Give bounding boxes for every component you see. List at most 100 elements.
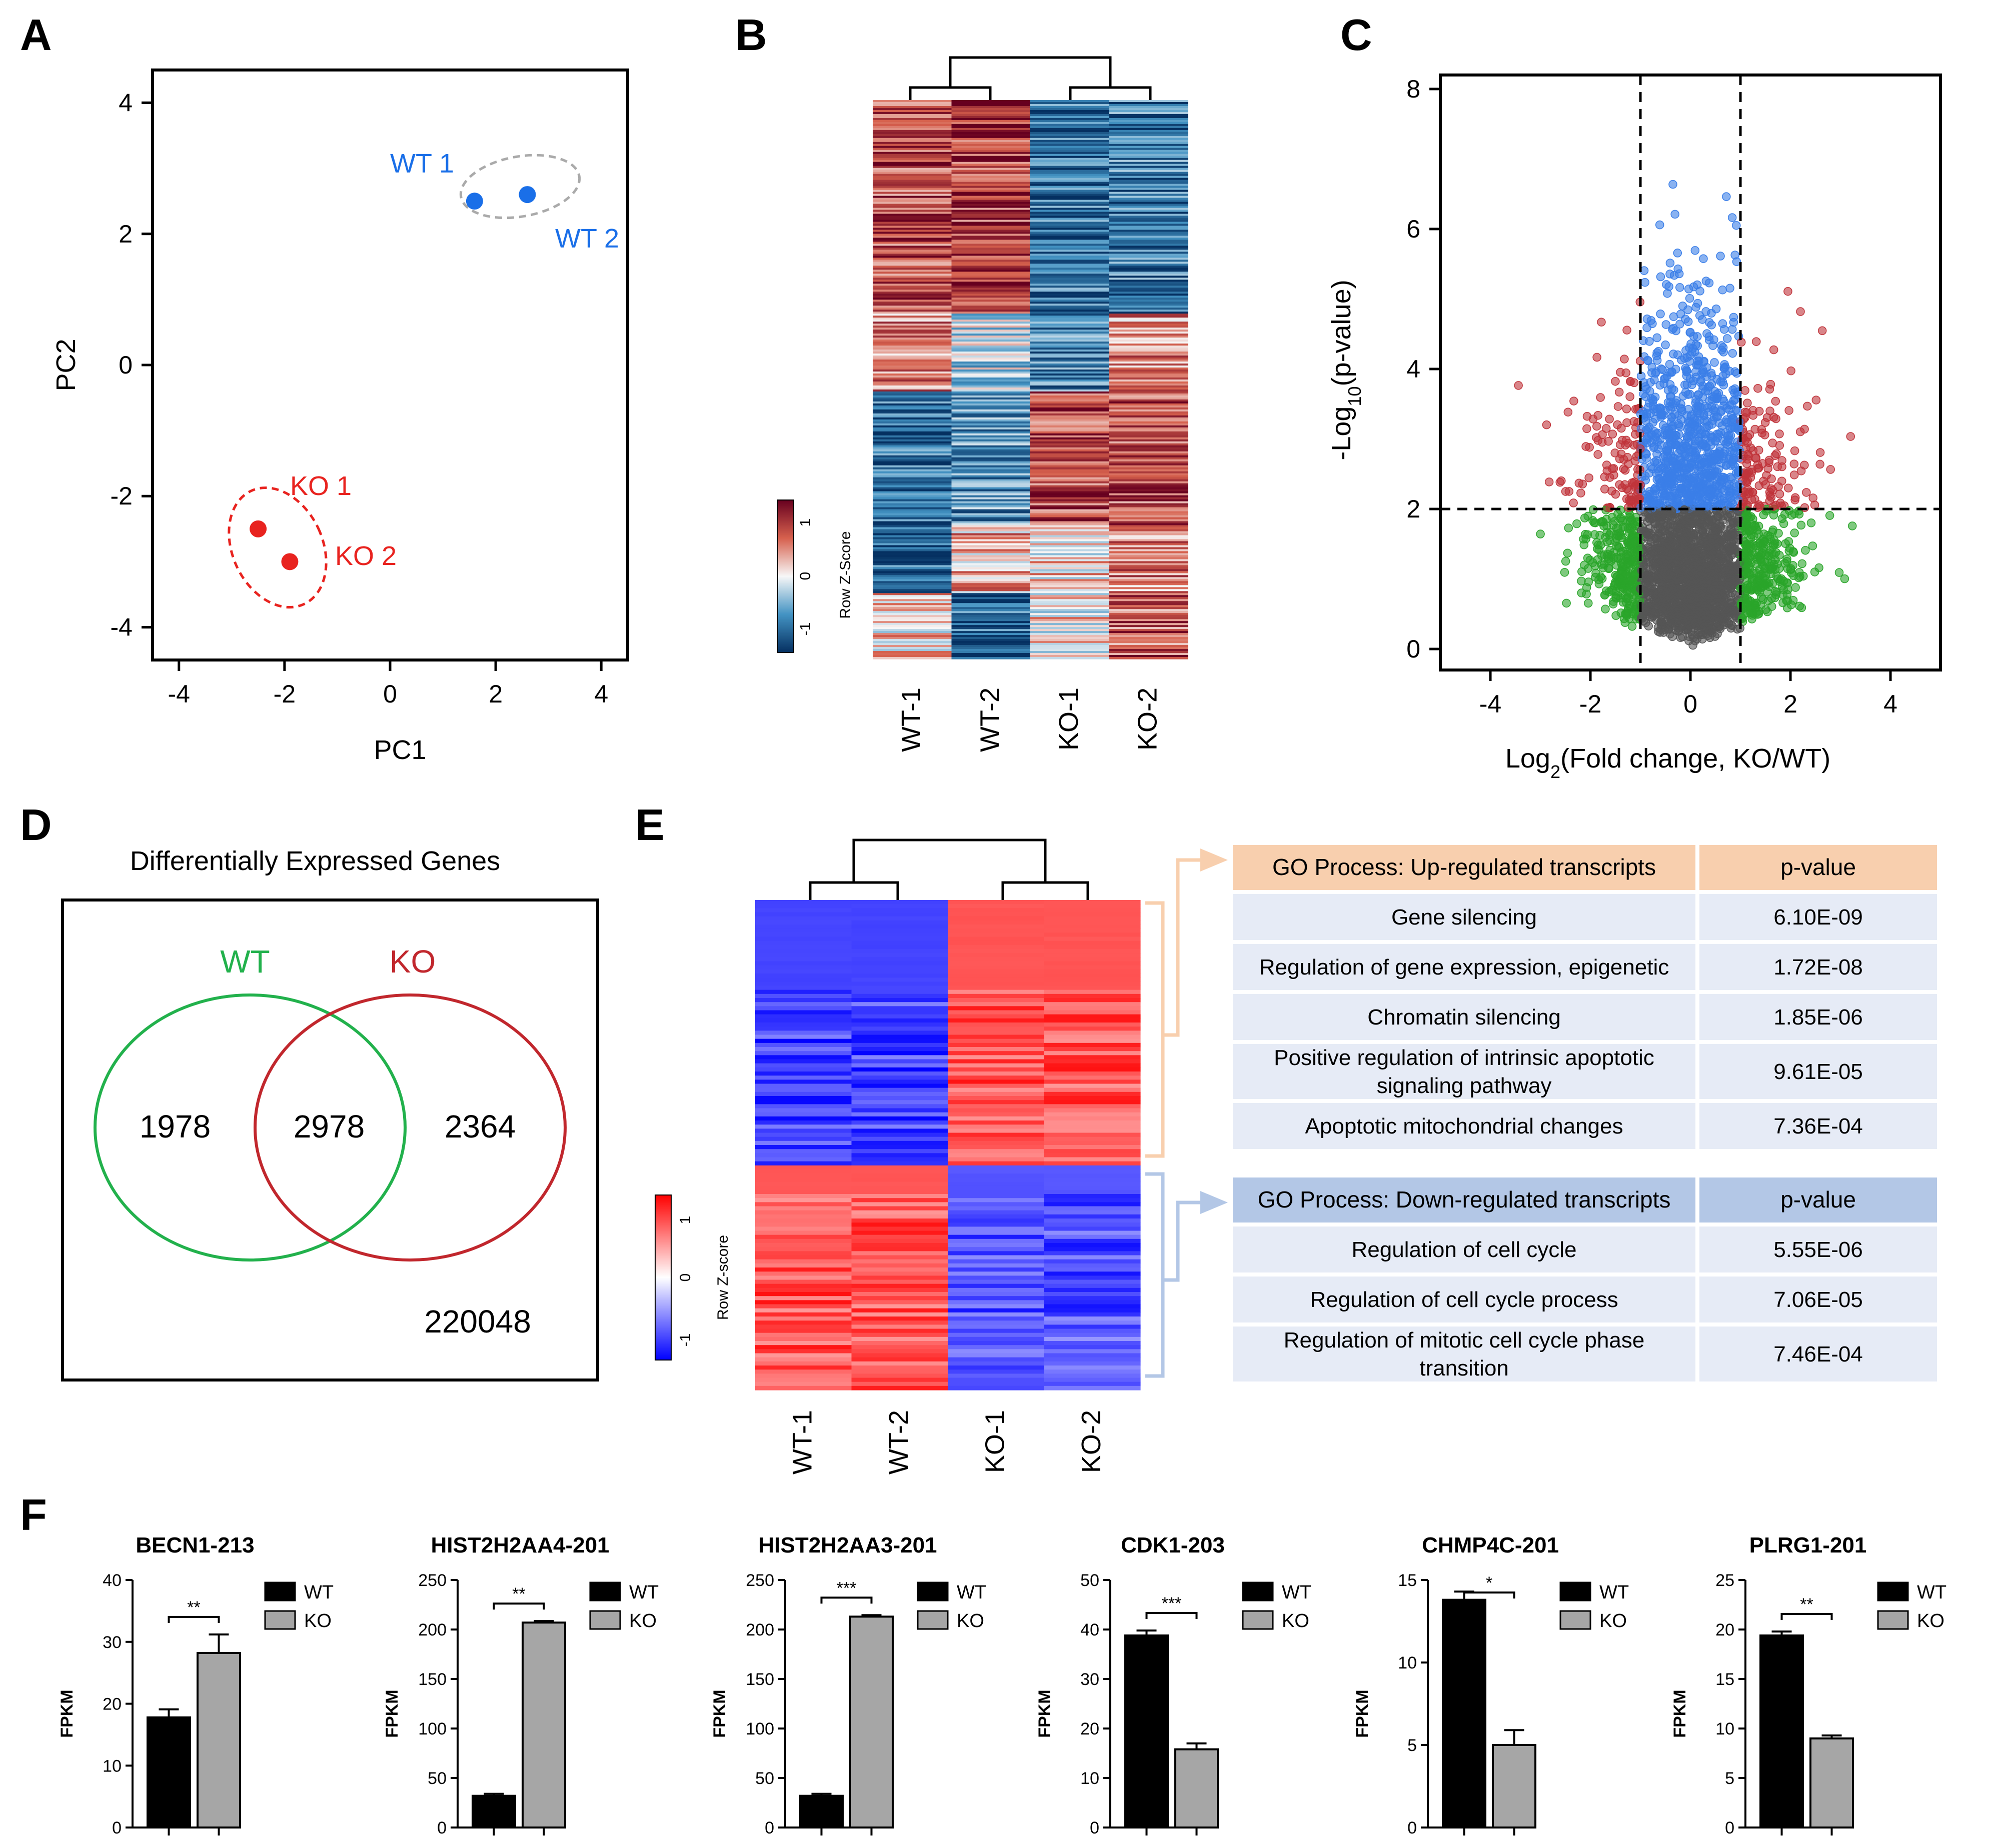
volcano-point [1627, 495, 1636, 504]
volcano-point [1719, 325, 1729, 334]
volcano-point [1800, 460, 1809, 470]
heatmap-b-cell [951, 645, 1031, 648]
heatmap-b-cell [873, 310, 952, 312]
heatmap-b-cell [1109, 158, 1188, 160]
heatmap-b-cell [1109, 200, 1188, 202]
volcano-point [1710, 387, 1719, 396]
heatmap-b-cell [873, 330, 952, 332]
heatmap-b-cell [873, 194, 952, 196]
heatmap-e-cell [755, 1361, 852, 1366]
volcano-point [1696, 616, 1706, 626]
heatmap-b-cell [951, 483, 1031, 486]
heatmap-b-cell [873, 274, 952, 276]
heatmap-b-cell [951, 378, 1031, 380]
volcano-point [1634, 547, 1643, 556]
heatmap-e-cell [851, 1251, 948, 1256]
heatmap-b-cell [1030, 529, 1110, 532]
heatmap-e-cell [948, 1353, 1045, 1358]
heatmap-b-cell [1030, 463, 1110, 466]
volcano-x-tick-label: -4 [1479, 690, 1501, 718]
heatmap-e-cell [755, 1345, 852, 1350]
heatmap-b-cell [951, 445, 1031, 448]
volcano-point [1676, 310, 1685, 318]
volcano-point [1685, 356, 1694, 366]
heatmap-b-cell [1109, 174, 1188, 176]
heatmap-b-cell [873, 268, 952, 270]
heatmap-e-cell [948, 1361, 1045, 1366]
heatmap-b-cell [873, 633, 952, 636]
heatmap-e-cell [851, 1030, 948, 1036]
heatmap-b-cell [873, 561, 952, 564]
heatmap-b-cell [1030, 328, 1110, 330]
heatmap-e-cell [755, 940, 852, 946]
heatmap-b-cell [1109, 445, 1188, 448]
heatmap-b-cell [1030, 427, 1110, 430]
volcano-point [1597, 318, 1606, 326]
heatmap-e-cell [755, 1202, 852, 1207]
heatmap-b-cell [873, 523, 952, 526]
heatmap-b-cell [873, 437, 952, 440]
heatmap-b-cell [873, 501, 952, 504]
heatmap-e-cell [948, 1178, 1045, 1182]
heatmap-b-cell [1030, 176, 1110, 178]
heatmap-b-cell [1109, 104, 1188, 106]
heatmap-b-cell [951, 312, 1031, 314]
heatmap-b-cell [873, 459, 952, 462]
volcano-point [1648, 418, 1657, 427]
volcano-point [1622, 404, 1631, 414]
volcano-point [1685, 328, 1695, 337]
heatmap-b-cell [873, 288, 952, 290]
heatmap-e-column-labels: WT-1 WT-2 KO-1 KO-2 [787, 1410, 1106, 1474]
heatmap-b-cell [951, 599, 1031, 602]
panel-letter-d: D [20, 800, 52, 850]
heatmap-b-cell [873, 174, 952, 176]
heatmap-e-cell [755, 1255, 852, 1260]
volcano-point [1707, 608, 1716, 618]
heatmap-b-cell [1109, 228, 1188, 230]
volcano-point [1652, 458, 1662, 468]
heatmap-b-cell [1109, 519, 1188, 522]
heatmap-e-cell [755, 1374, 852, 1378]
volcano-point [1667, 550, 1676, 560]
volcano-point [1685, 294, 1694, 303]
heatmap-b-cell [1030, 162, 1110, 164]
volcano-point [1782, 590, 1792, 599]
heatmap-b-cell [1109, 507, 1188, 510]
heatmap-b-cell [1030, 110, 1110, 112]
heatmap-b-cell [1109, 380, 1188, 382]
heatmap-b-cell [1109, 348, 1188, 350]
heatmap-b-cell [1109, 575, 1188, 578]
heatmap-b-cell [1030, 399, 1110, 402]
volcano-point [1609, 548, 1618, 557]
heatmap-e-cell [948, 1100, 1045, 1104]
heatmap-b-cell [1030, 587, 1110, 590]
heatmap-e-cell [851, 1006, 948, 1011]
heatmap-b-cell [1030, 575, 1110, 578]
heatmap-b-cell [1030, 451, 1110, 454]
heatmap-e-cell [1044, 1353, 1141, 1358]
pca-label-ko1: KO 1 [290, 471, 352, 501]
volcano-point [1704, 278, 1714, 288]
heatmap-e-cell [948, 1280, 1045, 1284]
heatmap-b-cell [873, 563, 952, 566]
volcano-point [1716, 252, 1725, 260]
heatmap-b-cell [1030, 354, 1110, 356]
heatmap-b-cell [951, 150, 1031, 152]
heatmap-b-cell [873, 381, 952, 384]
heatmap-e-cell [948, 982, 1045, 986]
volcano-point [1544, 478, 1554, 486]
heatmap-b-cell [1030, 318, 1110, 320]
heatmap-b-cell [951, 142, 1031, 144]
heatmap-b-cell [873, 114, 952, 116]
volcano-point [1695, 311, 1704, 320]
heatmap-b-cell [873, 655, 952, 658]
heatmap-b-cell [873, 577, 952, 580]
heatmap-b-cell [1030, 272, 1110, 274]
heatmap-e-cell [851, 1308, 948, 1313]
volcano-point [1678, 392, 1688, 400]
heatmap-b-cell [873, 142, 952, 144]
heatmap-b-cell [1030, 449, 1110, 452]
heatmap-e-cell [755, 1047, 852, 1052]
heatmap-b-cell [1030, 623, 1110, 626]
volcano-point [1723, 530, 1732, 540]
